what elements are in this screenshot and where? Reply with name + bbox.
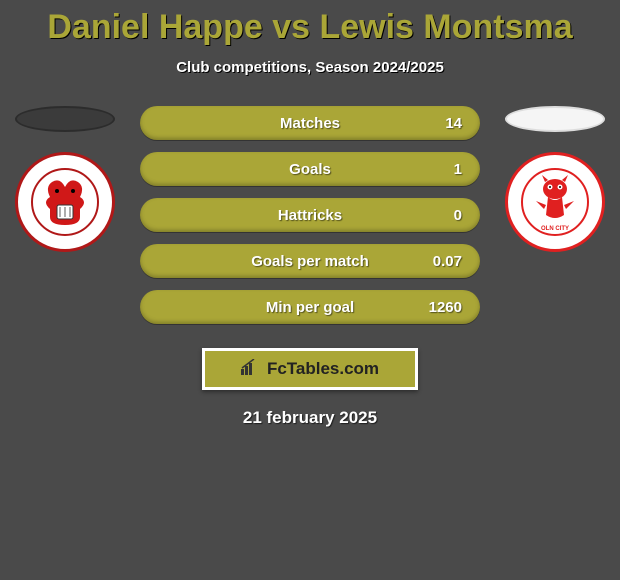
left-ellipse	[15, 106, 115, 132]
stat-label: Goals	[289, 161, 331, 178]
page-title: Daniel Happe vs Lewis Montsma	[0, 0, 620, 47]
stat-bar-goals-per-match: Goals per match 0.07	[140, 244, 480, 278]
stat-bar-goals: Goals 1	[140, 152, 480, 186]
stat-value: 14	[445, 115, 462, 132]
imp-icon: OLN CITY	[520, 167, 590, 237]
subtitle: Club competitions, Season 2024/2025	[0, 59, 620, 76]
left-club-badge	[15, 152, 115, 252]
right-column: OLN CITY	[500, 106, 610, 252]
stat-label: Min per goal	[266, 299, 354, 316]
stat-label: Matches	[280, 115, 340, 132]
stat-value: 0	[454, 207, 462, 224]
stat-bar-min-per-goal: Min per goal 1260	[140, 290, 480, 324]
left-column	[10, 106, 120, 252]
stat-value: 0.07	[433, 253, 462, 270]
chart-icon	[241, 359, 261, 380]
svg-text:OLN CITY: OLN CITY	[541, 226, 569, 232]
right-ellipse	[505, 106, 605, 132]
stat-label: Goals per match	[251, 253, 369, 270]
stat-value: 1	[454, 161, 462, 178]
source-label: FcTables.com	[267, 359, 379, 379]
stat-bar-hattricks: Hattricks 0	[140, 198, 480, 232]
source-box: FcTables.com	[202, 348, 418, 390]
stat-bar-matches: Matches 14	[140, 106, 480, 140]
content-row: Matches 14 Goals 1 Hattricks 0 Goals per…	[0, 106, 620, 324]
stats-column: Matches 14 Goals 1 Hattricks 0 Goals per…	[140, 106, 480, 324]
stat-value: 1260	[429, 299, 462, 316]
dragon-icon	[30, 167, 100, 237]
stat-label: Hattricks	[278, 207, 342, 224]
right-club-badge: OLN CITY	[505, 152, 605, 252]
date-label: 21 february 2025	[0, 408, 620, 428]
